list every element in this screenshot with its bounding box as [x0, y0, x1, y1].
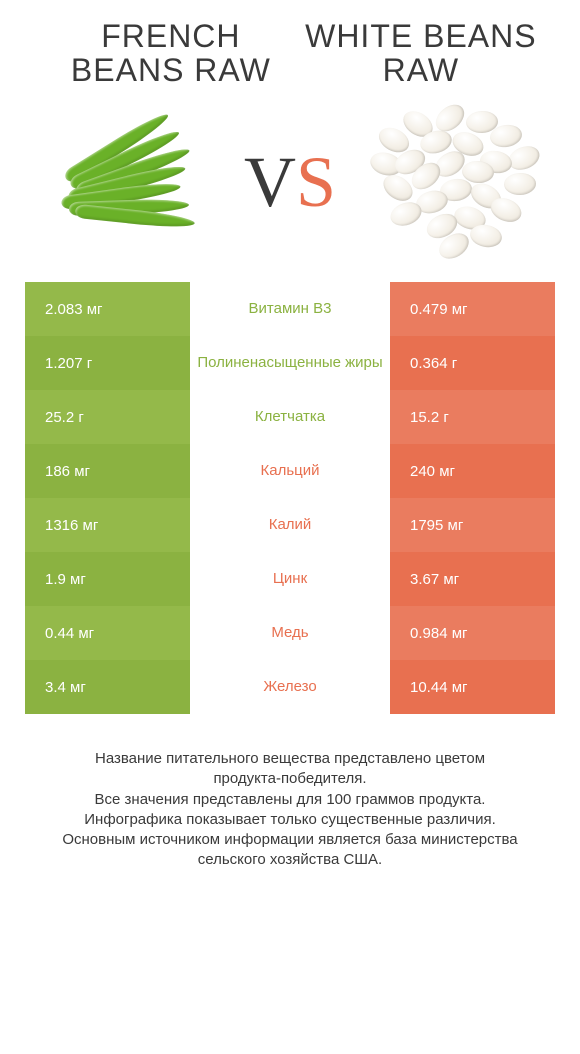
french-beans-image — [45, 107, 215, 257]
right-value: 240 мг — [390, 444, 555, 498]
left-value: 0.44 мг — [25, 606, 190, 660]
header: FRENCH BEANS RAW WHITE BEANS RAW — [25, 20, 555, 97]
table-row: 1.207 гПолиненасыщенные жиры0.364 г — [25, 336, 555, 390]
left-value: 3.4 мг — [25, 660, 190, 714]
nutrient-label: Железо — [190, 660, 390, 714]
nutrient-label: Калий — [190, 498, 390, 552]
table-row: 0.44 мгМедь0.984 мг — [25, 606, 555, 660]
footer-line: Все значения представлены для 100 граммо… — [30, 790, 550, 810]
right-value: 0.364 г — [390, 336, 555, 390]
nutrient-label: Кальций — [190, 444, 390, 498]
right-value: 10.44 мг — [390, 660, 555, 714]
comparison-table: 2.083 мгВитамин B30.479 мг1.207 гПолинен… — [25, 282, 555, 714]
nutrient-label: Медь — [190, 606, 390, 660]
nutrient-label: Цинк — [190, 552, 390, 606]
left-value: 1316 мг — [25, 498, 190, 552]
table-row: 3.4 мгЖелезо10.44 мг — [25, 660, 555, 714]
left-value: 2.083 мг — [25, 282, 190, 336]
right-product-title: WHITE BEANS RAW — [302, 20, 540, 87]
nutrient-label: Клетчатка — [190, 390, 390, 444]
right-value: 3.67 мг — [390, 552, 555, 606]
vs-s: S — [296, 142, 336, 222]
footer-notes: Название питательного вещества представл… — [25, 714, 555, 881]
right-value: 0.984 мг — [390, 606, 555, 660]
table-row: 1316 мгКалий1795 мг — [25, 498, 555, 552]
table-row: 2.083 мгВитамин B30.479 мг — [25, 282, 555, 336]
footer-line: Инфографика показывает только существенн… — [30, 810, 550, 830]
nutrient-label: Витамин B3 — [190, 282, 390, 336]
table-row: 186 мгКальций240 мг — [25, 444, 555, 498]
left-value: 1.207 г — [25, 336, 190, 390]
right-value: 15.2 г — [390, 390, 555, 444]
infographic: FRENCH BEANS RAW WHITE BEANS RAW VS 2.08… — [0, 0, 580, 901]
vs-label: VS — [244, 141, 336, 224]
left-value: 186 мг — [25, 444, 190, 498]
white-beans-image — [365, 107, 535, 257]
footer-line: Название питательного вещества представл… — [30, 749, 550, 790]
table-row: 25.2 гКлетчатка15.2 г — [25, 390, 555, 444]
left-product-title: FRENCH BEANS RAW — [40, 20, 302, 87]
vs-v: V — [244, 142, 296, 222]
right-value: 0.479 мг — [390, 282, 555, 336]
nutrient-label: Полиненасыщенные жиры — [190, 336, 390, 390]
footer-line: Основным источником информации является … — [30, 830, 550, 871]
table-row: 1.9 мгЦинк3.67 мг — [25, 552, 555, 606]
left-value: 25.2 г — [25, 390, 190, 444]
left-value: 1.9 мг — [25, 552, 190, 606]
images-row: VS — [25, 97, 555, 282]
right-value: 1795 мг — [390, 498, 555, 552]
